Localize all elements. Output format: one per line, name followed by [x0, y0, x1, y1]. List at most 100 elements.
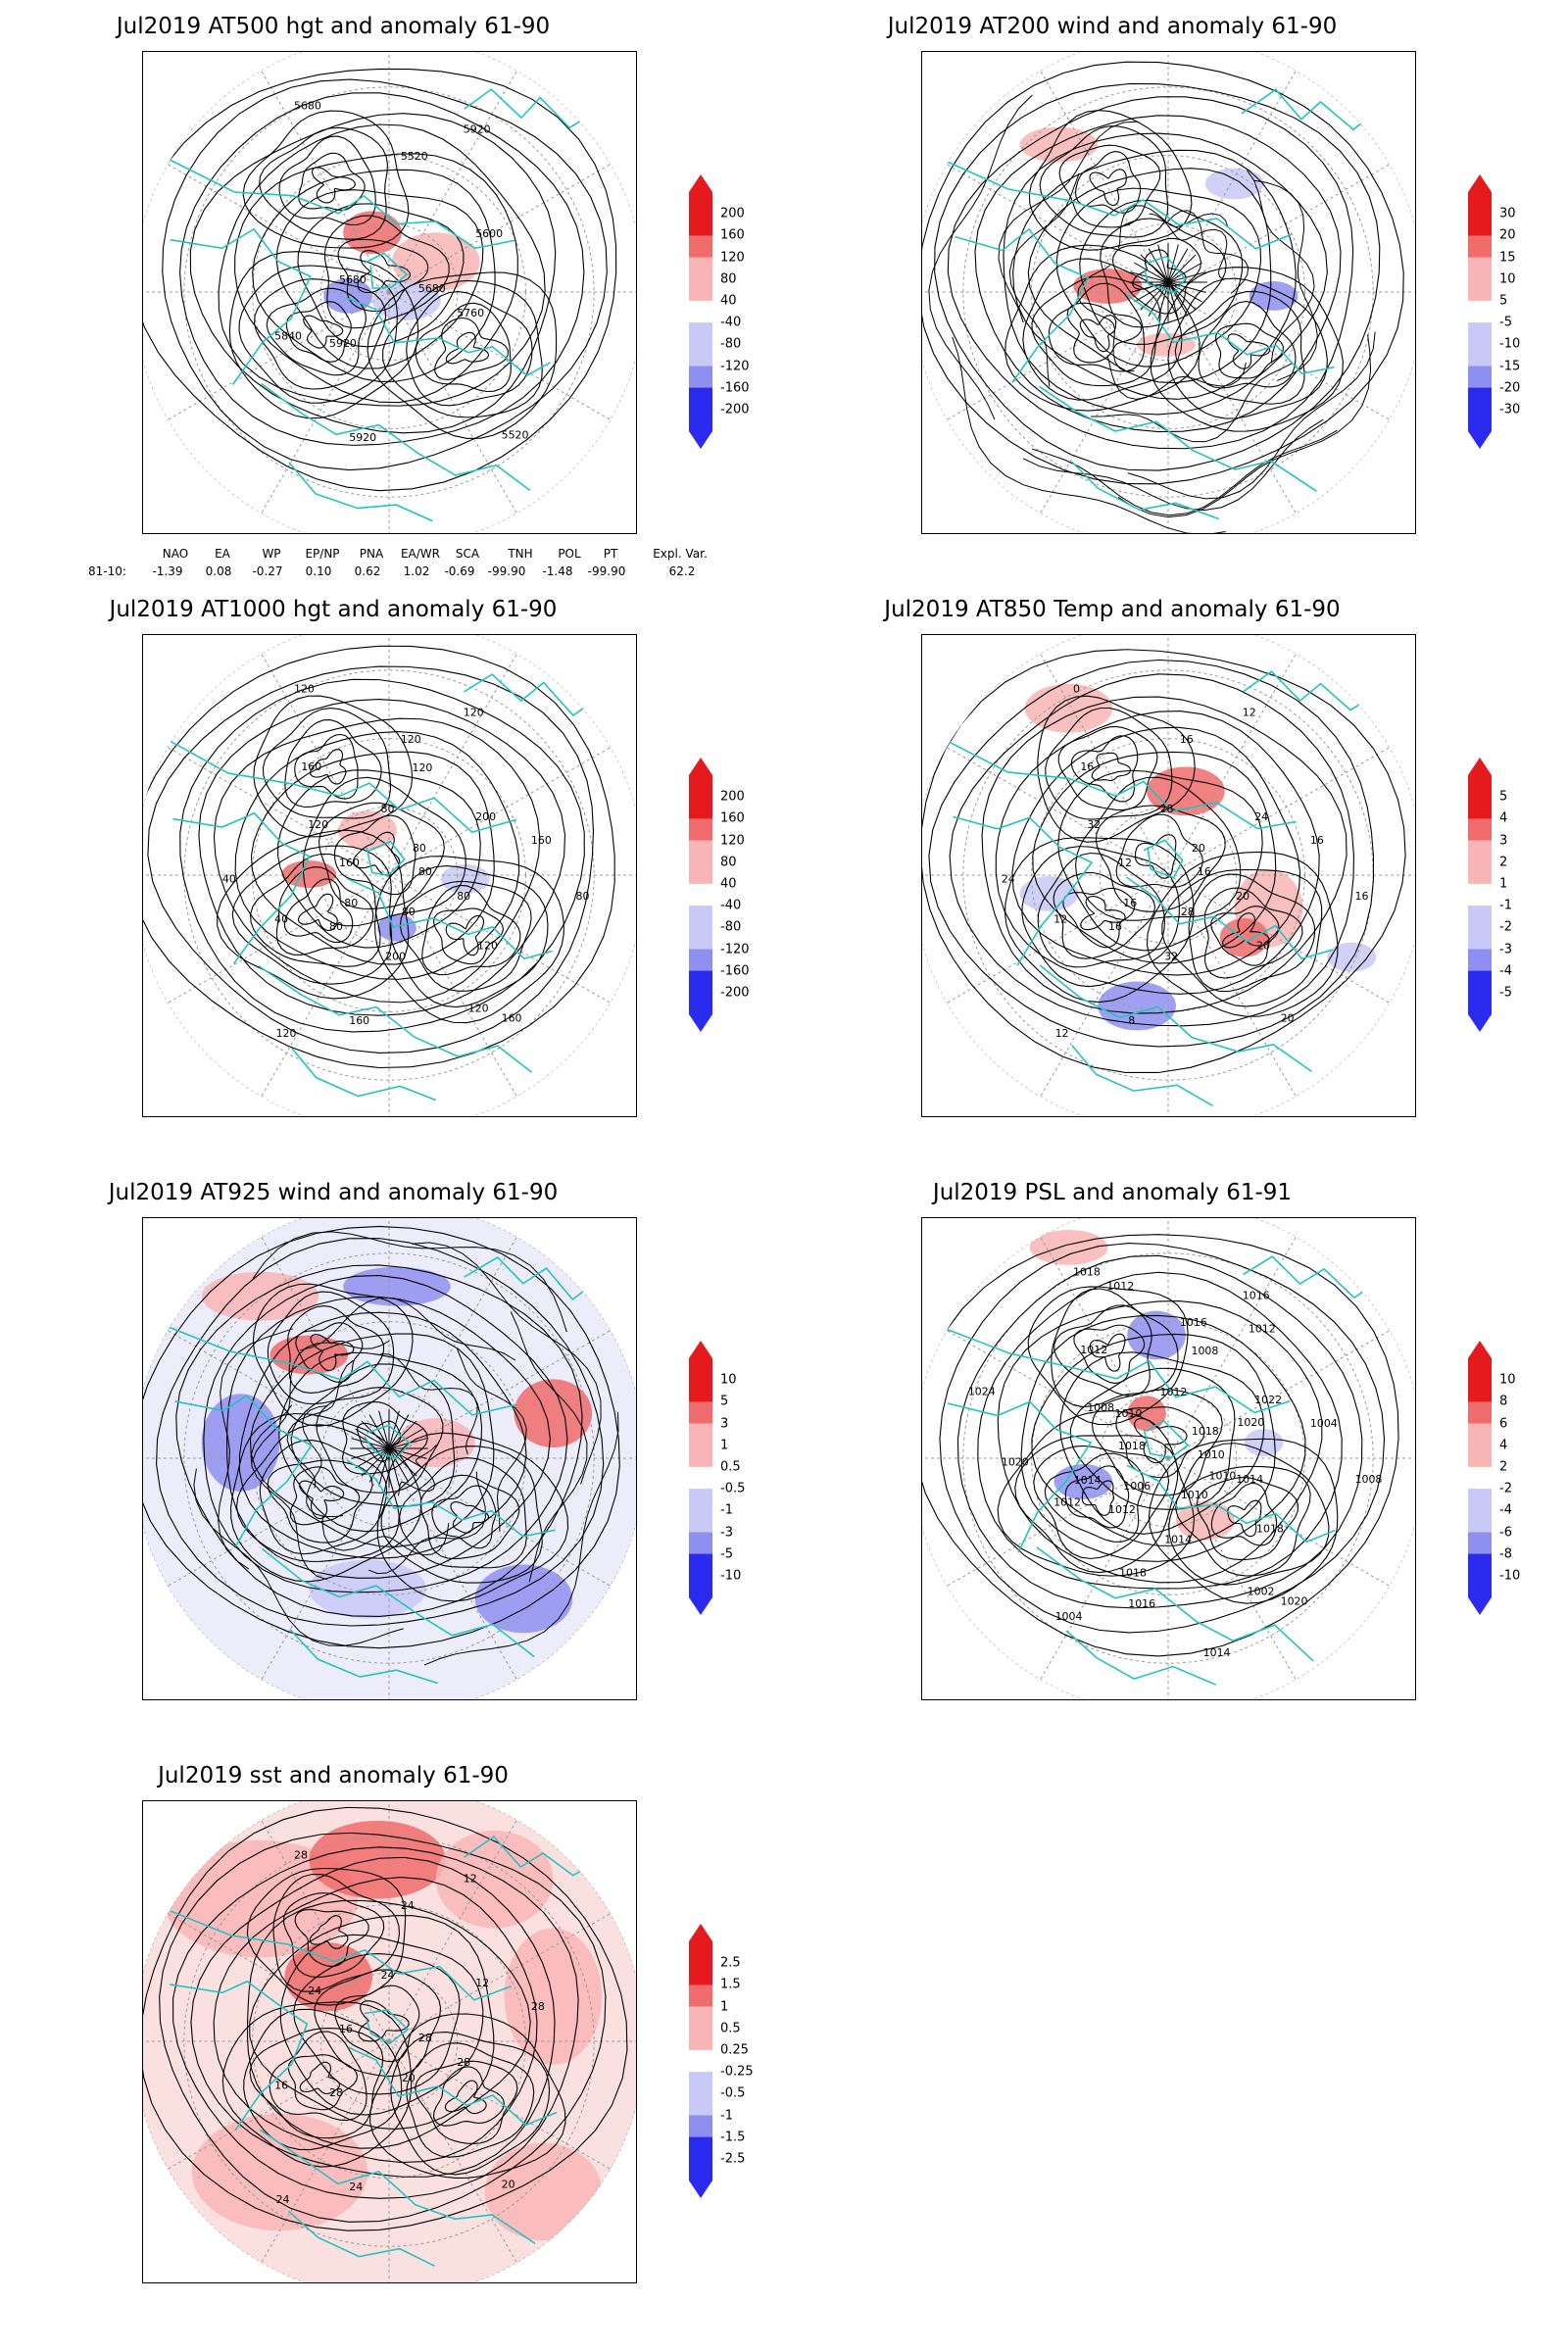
colorbar-tick-label: 6 — [1499, 1416, 1508, 1431]
contour-label: 40 — [274, 912, 288, 925]
graticule — [143, 52, 636, 533]
colorbar-segment — [689, 2115, 712, 2138]
header-ea: EA — [215, 547, 230, 561]
panel-title: Jul2019 AT500 hgt and anomaly 61-90 — [116, 14, 551, 39]
colorbar-segment — [1468, 775, 1492, 798]
colorbar-tick-label: -6 — [1499, 1525, 1512, 1540]
colorbar-segment — [689, 818, 712, 842]
colorbar-labels: 10 8 6 4 2 -2 -4 -6 -8 -10 — [1499, 1341, 1568, 1615]
colorbar-top-arrow — [1468, 174, 1492, 192]
map-at925 — [142, 1217, 637, 1700]
contour-label: 16 — [1198, 865, 1211, 878]
value-epnp: 0.10 — [305, 564, 332, 578]
anomaly-shading — [391, 232, 480, 292]
colorbar-tick-label: -2.5 — [720, 2151, 746, 2167]
contour-label: 5520 — [502, 428, 529, 441]
colorbar-segment — [689, 409, 712, 432]
colorbar-bottom-arrow — [689, 2180, 712, 2198]
colorbar-svg — [689, 758, 712, 1032]
colorbar-bottom-arrow — [689, 1014, 712, 1032]
colorbar-tick-label: 20 — [1499, 227, 1516, 243]
colorbar-segment — [1468, 797, 1492, 819]
colorbar-at1000 — [686, 758, 715, 1032]
teleconnection-table: NAO EA WP EP/NP PNA EA/WR SCA TNH POL PT… — [88, 547, 715, 582]
contour-label: 20 — [502, 2178, 515, 2190]
panel-title: Jul2019 AT925 wind and anomaly 61-90 — [108, 1180, 559, 1205]
colorbar-segment — [1468, 1380, 1492, 1402]
contour-label: 1010 — [1198, 1448, 1225, 1461]
colorbar-segment — [689, 861, 712, 885]
contour-label: 1024 — [968, 1386, 996, 1398]
colorbar-segment — [689, 235, 712, 259]
anomaly-shading — [1029, 1229, 1108, 1265]
colorbar-tick-label: 4 — [1499, 810, 1508, 826]
colorbar-top-arrow — [1468, 1341, 1492, 1358]
colorbar-segment — [689, 775, 712, 798]
streamlines — [928, 94, 1376, 533]
colorbar-tick-label: -15 — [1499, 359, 1521, 373]
colorbar-segment — [1468, 1358, 1492, 1381]
value-pna: 0.62 — [354, 564, 381, 578]
colorbar-bottom-arrow — [1468, 431, 1492, 449]
contour-label: 1018 — [1073, 1266, 1101, 1279]
contour-label: 1016 — [1180, 1316, 1207, 1329]
contour-label: 12 — [1118, 857, 1132, 869]
anomaly-shading — [1327, 942, 1377, 972]
contour-label: 28 — [294, 1849, 308, 1862]
contour-label: 160 — [339, 857, 360, 869]
header-epnp: EP/NP — [305, 547, 340, 561]
contour-label: 1012 — [1249, 1323, 1276, 1336]
header-sca: SCA — [455, 547, 480, 561]
map-sst: 28 28 24 20 16 12 24 28 28 16 12 20 24 28 24 24 — [142, 1800, 637, 2283]
contour-label: 0 — [1073, 683, 1080, 696]
contour-label: 1022 — [1254, 1394, 1282, 1406]
colorbar-segment — [689, 1466, 712, 1490]
colorbar-tick-label: -1.5 — [720, 2130, 746, 2145]
colorbar-segment — [689, 927, 712, 950]
colorbar-tick-label: 1.5 — [720, 1977, 741, 1992]
colorbar-tick-label: 8 — [1499, 1394, 1508, 1409]
header-pt: PT — [603, 547, 618, 561]
anomaly-shading — [343, 1266, 451, 1306]
contour-label: 1018 — [1118, 1440, 1146, 1452]
contour-label: 28 — [418, 2032, 432, 2044]
anomaly-shading — [396, 1418, 475, 1467]
anomaly-shading — [435, 1830, 554, 1929]
colorbar-at925 — [686, 1341, 715, 1615]
map-svg: 8080120160160200160120804012080120160120… — [143, 635, 636, 1116]
colorbar-tick-label: 10 — [1499, 1372, 1516, 1388]
colorbar-at850 — [1465, 758, 1494, 1032]
contour-label: 16 — [1123, 897, 1137, 909]
contour-label: 1010 — [1209, 1470, 1237, 1483]
contour-label: 1016 — [1128, 1597, 1155, 1610]
colorbar-segment — [689, 322, 712, 345]
colorbar-tick-label: 160 — [720, 227, 745, 243]
value-wp: -0.27 — [252, 564, 283, 578]
colorbar-segment — [689, 1489, 712, 1511]
contour-label: 24 — [401, 1899, 415, 1912]
contour-label: 1008 — [1355, 1473, 1383, 1486]
colorbar-segment — [689, 387, 712, 411]
colorbar-segment — [1468, 949, 1492, 972]
colorbar-tick-label: -40 — [720, 315, 742, 330]
contour-label: 20 — [1192, 842, 1205, 855]
colorbar-tick-label: 120 — [720, 833, 745, 848]
colorbar-tick-label: -10 — [1499, 336, 1521, 352]
contour-label: 80 — [402, 906, 416, 918]
contour-label: 24 — [1254, 810, 1268, 823]
anomaly-shading — [474, 1564, 573, 1634]
colorbar-segment — [689, 192, 712, 215]
colorbar-segment — [689, 1380, 712, 1402]
colorbar-bottom-arrow — [689, 1597, 712, 1615]
panel-at925: Jul2019 AT925 wind and anomaly 61-90 10 5… — [0, 1166, 745, 1700]
colorbar-labels: 200 160 120 80 40 -40 -80 -120 -160 -200 — [720, 174, 789, 449]
colorbar-tick-label: -160 — [720, 963, 750, 979]
colorbar-segment — [1468, 1445, 1492, 1468]
colorbar-segment — [1468, 1532, 1492, 1555]
colorbar-tick-label: 0.5 — [720, 2021, 741, 2036]
colorbar-top-arrow — [689, 174, 712, 192]
colorbar-tick-label: 120 — [720, 250, 745, 265]
map-svg: 5680 5920 5520 5520 5680 5600 5920 5680 5760 5840… — [143, 52, 636, 533]
colorbar-at200 — [1465, 174, 1494, 449]
contour-label: 1018 — [1192, 1425, 1219, 1438]
